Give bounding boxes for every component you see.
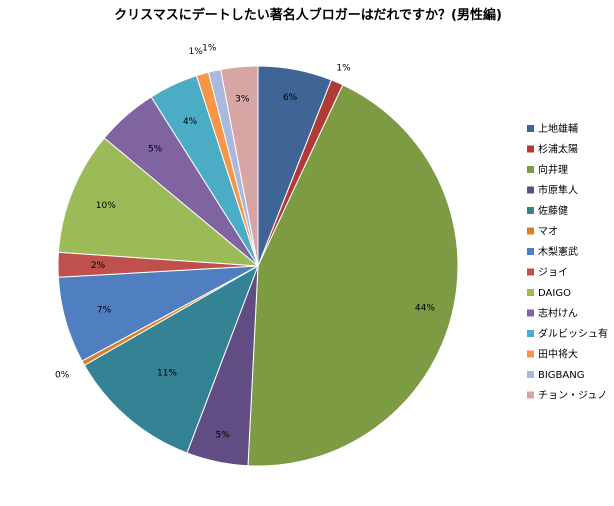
slice-label-14: 3% xyxy=(235,95,250,105)
legend-label-8: ジョイ xyxy=(538,268,568,279)
legend-label-2: 杉浦太陽 xyxy=(538,143,578,156)
slice-label-11: 4% xyxy=(183,117,198,127)
legend-label-14: チョン・ジュノ xyxy=(538,390,607,402)
legend-swatch-1 xyxy=(527,125,534,132)
legend-swatch-5 xyxy=(527,207,534,214)
pie-slices xyxy=(57,65,459,467)
legend-label-12: 田中将大 xyxy=(538,348,578,361)
legend-label-10: 志村けん xyxy=(538,307,578,320)
slice-label-7: 7% xyxy=(97,306,112,316)
legend-swatch-6 xyxy=(527,227,534,235)
slice-label-9: 10% xyxy=(96,201,116,211)
legend-swatch-7 xyxy=(527,248,534,255)
pie-slice-9 xyxy=(57,137,260,267)
slice-label-5: 11% xyxy=(157,368,177,378)
legend-label-13: BIGBANG xyxy=(538,370,585,381)
legend-swatch-11 xyxy=(527,330,534,337)
legend-swatch-9 xyxy=(527,289,534,296)
legend-swatch-3 xyxy=(527,166,534,173)
legend-label-9: DAIGO xyxy=(538,288,571,299)
slice-label-10: 5% xyxy=(148,145,163,155)
pie-slice-5 xyxy=(83,264,259,454)
legend-swatch-8 xyxy=(527,268,534,276)
legend-label-6: マオ xyxy=(538,226,558,238)
pie-slice-14 xyxy=(220,65,259,267)
legend-swatch-4 xyxy=(527,186,534,194)
slice-label-1: 6% xyxy=(283,93,298,103)
legend-swatch-12 xyxy=(527,350,534,358)
slice-label-4: 5% xyxy=(216,430,231,440)
slice-label-13: 1% xyxy=(202,43,217,53)
slice-label-8: 2% xyxy=(91,261,106,271)
chart-title: クリスマスにデートしたい著名人ブロガーはだれですか？(男性編) xyxy=(114,7,502,23)
slice-label-2: 1% xyxy=(336,64,351,74)
legend-swatch-14 xyxy=(527,391,534,399)
legend-swatch-2 xyxy=(527,145,534,153)
legend-label-4: 市原隼人 xyxy=(538,184,578,197)
legend-label-1: 上地雄輔 xyxy=(538,122,578,135)
slice-label-3: 44% xyxy=(415,304,435,314)
legend-label-3: 向井理 xyxy=(538,163,568,176)
slice-label-6: 0% xyxy=(55,371,70,381)
percent-labels: 6%1%44%5%11%0%7%2%10%5%4%1% 1%3% xyxy=(55,43,435,440)
pie-slice-3 xyxy=(247,84,459,467)
legend-swatch-10 xyxy=(527,309,534,317)
legend-label-11: ダルビッシュ有 xyxy=(538,327,608,340)
legend-label-5: 佐藤健 xyxy=(538,205,568,217)
slice-label-12: 1% xyxy=(189,47,204,57)
legend-swatch-13 xyxy=(527,371,534,378)
legend-label-7: 木梨憲武 xyxy=(538,245,578,258)
